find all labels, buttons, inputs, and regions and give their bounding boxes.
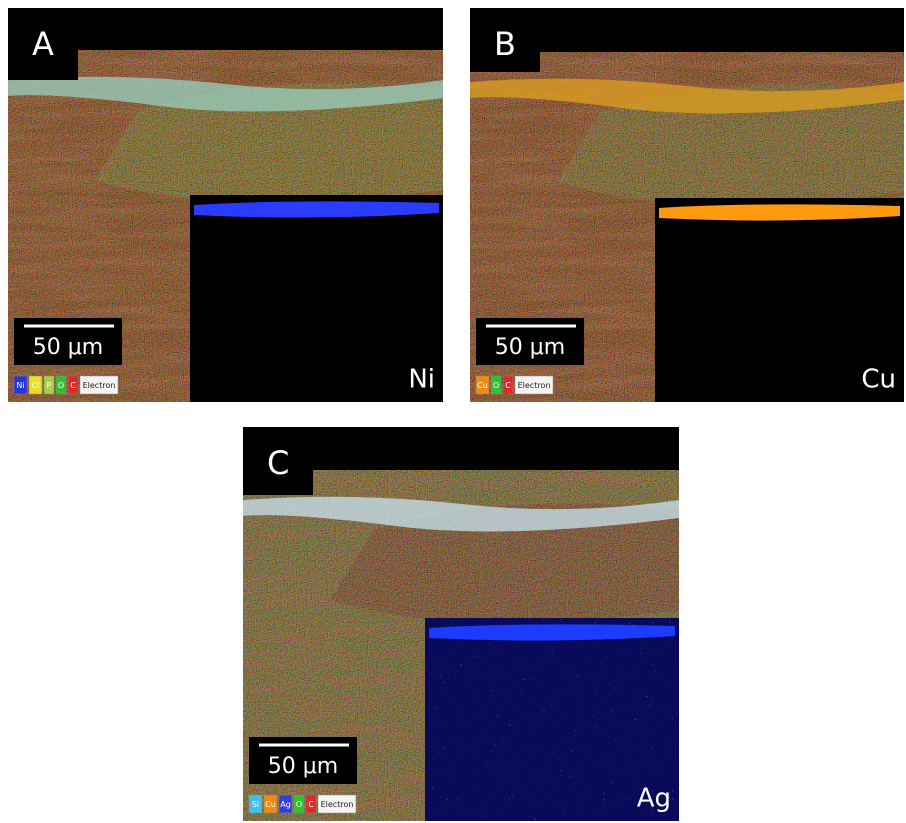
panel-label: A xyxy=(32,25,54,63)
legend-label: C xyxy=(505,381,511,390)
element-label: Cu xyxy=(861,365,896,395)
element-label: Ni xyxy=(408,365,435,395)
element-label: Ag xyxy=(637,784,671,814)
panel-label: B xyxy=(494,25,516,63)
element-map xyxy=(190,195,443,402)
legend-label: Cl xyxy=(32,381,40,390)
legend-label: Electron xyxy=(518,381,551,390)
legend-label: C xyxy=(70,381,76,390)
legend-label: Ag xyxy=(280,800,291,809)
legend-label: O xyxy=(58,381,64,390)
legend-label: O xyxy=(296,800,302,809)
legend-label: Cu xyxy=(265,800,276,809)
legend-label: Electron xyxy=(83,381,116,390)
legend-label: Electron xyxy=(321,800,354,809)
scale-bar-label: 50 μm xyxy=(33,335,103,360)
scale-bar-label: 50 μm xyxy=(495,335,565,360)
figure: ANi50 μmNiClPOCElectronBCu50 μmCuOCElect… xyxy=(0,0,906,823)
legend-label: O xyxy=(493,381,499,390)
panel-label: C xyxy=(267,444,289,482)
legend-label: Ni xyxy=(16,381,24,390)
legend-label: C xyxy=(308,800,314,809)
legend-label: P xyxy=(47,381,52,390)
scale-bar-label: 50 μm xyxy=(268,754,338,779)
legend-label: Cu xyxy=(477,381,488,390)
legend-label: Si xyxy=(252,800,259,809)
